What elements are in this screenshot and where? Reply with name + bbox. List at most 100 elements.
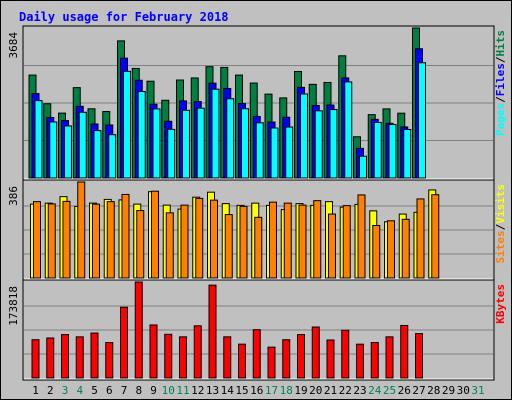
bar-pages — [152, 108, 161, 179]
bar-sites — [92, 203, 100, 279]
bar-pages — [418, 62, 426, 179]
x-tick-label: 21 — [324, 384, 337, 397]
chart-title: Daily usage for February 2018 — [19, 10, 229, 24]
x-tick-label: 19 — [294, 384, 307, 397]
bar-kbytes — [149, 324, 158, 379]
bar-sites — [372, 225, 381, 279]
bar-kbytes — [105, 342, 114, 379]
panel-kbytes: 173818 KBytes — [7, 279, 507, 381]
x-tick-label: 4 — [76, 384, 83, 397]
bar-pages — [329, 109, 338, 179]
bar-kbytes — [341, 329, 350, 379]
bar-sites — [328, 213, 336, 279]
bar-pages — [211, 88, 220, 179]
bar-kbytes — [134, 281, 143, 379]
bar-sites — [342, 205, 351, 279]
bar-sites — [121, 193, 130, 279]
bar-kbytes — [238, 343, 246, 379]
bar-sites — [313, 200, 322, 279]
bar-pages — [123, 70, 131, 179]
bar-sites — [136, 210, 145, 279]
y-max-label: 386 — [7, 186, 20, 206]
bar-sites — [224, 214, 233, 279]
legend-kbytes: KBytes — [494, 284, 507, 324]
legend-item-files: Files — [494, 63, 507, 96]
bar-pages — [34, 100, 43, 179]
bar-kbytes — [90, 332, 99, 379]
legend-item-pages: Pages — [494, 103, 507, 136]
bar-pages — [285, 126, 294, 179]
bar-sites — [210, 199, 218, 279]
bar-kbytes — [193, 325, 202, 379]
bar-kbytes — [356, 343, 364, 379]
bar-sites — [254, 216, 263, 279]
x-tick-label: 6 — [106, 384, 113, 397]
bar-sites — [62, 200, 71, 279]
x-tick-label: 20 — [309, 384, 322, 397]
x-tick-label: 12 — [191, 384, 204, 397]
bar-sites — [239, 205, 248, 279]
x-tick-label: 8 — [135, 384, 142, 397]
x-tick-label: 28 — [427, 384, 440, 397]
bar-sites — [431, 194, 440, 279]
bar-pages — [359, 155, 367, 179]
legend-separator: / — [494, 56, 507, 63]
x-tick-label: 2 — [47, 384, 54, 397]
x-tick-label: 15 — [235, 384, 248, 397]
bar-kbytes — [282, 339, 291, 379]
bar-kbytes — [223, 336, 232, 379]
x-tick-label: 25 — [383, 384, 396, 397]
bar-sites — [387, 220, 395, 279]
bar-kbytes — [75, 336, 84, 379]
bar-kbytes — [31, 339, 40, 379]
bar-pages — [167, 128, 176, 179]
panel-border — [22, 279, 495, 381]
bar-kbytes — [385, 336, 394, 379]
chart-panels: 3684Pages/Files/Hits386Sites/Visits17381… — [7, 25, 507, 381]
bar-kbytes — [46, 337, 55, 379]
bar-sites — [195, 197, 204, 279]
bar-kbytes — [252, 329, 261, 379]
y-max-label: 3684 — [7, 32, 20, 59]
x-tick-label: 7 — [121, 384, 128, 397]
bar-pages — [241, 108, 249, 179]
legend-item-hits: Hits — [494, 30, 507, 57]
bar-kbytes — [297, 334, 305, 379]
bar-pages — [373, 121, 382, 179]
bar-pages — [64, 125, 72, 179]
x-tick-label: 14 — [221, 384, 235, 397]
panel-sites-visits: 386 Sites/Visits — [7, 179, 507, 281]
bar-sites — [283, 202, 292, 279]
x-tick-label: 13 — [206, 384, 219, 397]
bar-sites — [416, 198, 425, 279]
bar-kbytes — [267, 346, 276, 379]
legend-item-visits: Visits — [494, 184, 507, 224]
x-tick-label: 23 — [353, 384, 366, 397]
bar-pages — [93, 130, 102, 179]
bar-kbytes — [415, 333, 423, 379]
x-tick-label: 10 — [162, 384, 175, 397]
bar-pages — [196, 107, 205, 179]
bar-kbytes — [370, 342, 379, 379]
bar-sites — [298, 204, 307, 279]
x-tick-label: 26 — [398, 384, 411, 397]
bar-pages — [388, 124, 397, 179]
bar-sites — [269, 201, 277, 279]
bar-sites — [401, 218, 410, 279]
bar-sites — [47, 203, 56, 279]
bar-pages — [78, 111, 87, 179]
x-tick-label: 11 — [176, 384, 189, 397]
bar-pages — [344, 81, 353, 179]
x-tick-label: 18 — [280, 384, 293, 397]
x-tick-label: 24 — [368, 384, 382, 397]
bar-kbytes — [208, 284, 217, 379]
bar-pages — [255, 122, 264, 179]
x-tick-label: 27 — [412, 384, 425, 397]
x-tick-label: 1 — [32, 384, 39, 397]
bar-kbytes — [311, 326, 320, 379]
x-tick-label: 3 — [62, 384, 69, 397]
bar-sites — [151, 190, 159, 279]
